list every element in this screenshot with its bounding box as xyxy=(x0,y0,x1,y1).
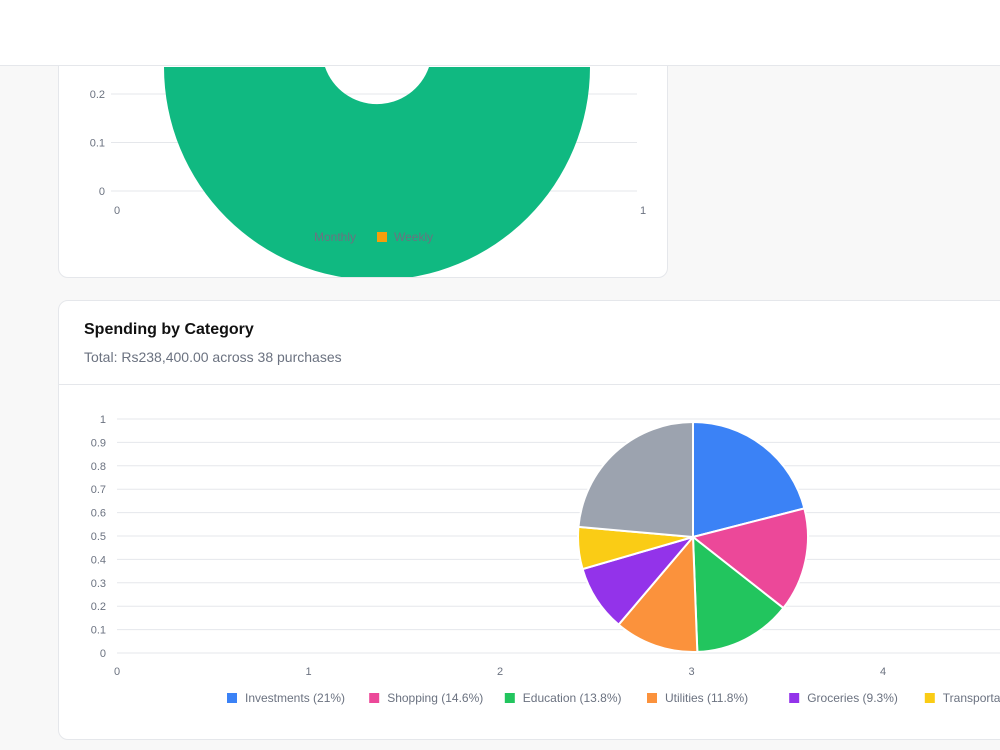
y-tick-label: 0.1 xyxy=(90,138,105,150)
legend-label: Monthly xyxy=(314,230,356,244)
billing-cycle-chart: 0.2 0.1 00 1 Monthly Weekly xyxy=(90,67,646,277)
legend-swatch xyxy=(924,693,935,703)
legend-label: Groceries (9.3%) xyxy=(807,691,898,705)
spending-by-category-card: Spending by Category Total: Rs238,400.00… xyxy=(58,300,1000,740)
monthly-slice xyxy=(164,67,590,277)
card-title: Spending by Category xyxy=(84,321,254,338)
legend-swatch xyxy=(647,693,657,703)
pie-slice xyxy=(690,507,809,610)
x-tick-label: 0 xyxy=(114,666,120,678)
y-tick-label: 0.3 xyxy=(91,578,106,590)
y-tick-label: 0 xyxy=(100,648,106,660)
legend-swatch xyxy=(297,232,307,242)
legend-label: Weekly xyxy=(394,230,433,244)
x-tick-label: 1 xyxy=(305,666,311,678)
legend-swatch xyxy=(504,693,515,703)
y-tick-label: 0.4 xyxy=(91,554,106,566)
y-tick-label: 0.2 xyxy=(90,89,105,101)
y-tick-label: 1 xyxy=(100,414,106,426)
legend-label: Education (13.8%) xyxy=(523,691,622,705)
y-tick-label: 0.2 xyxy=(91,601,106,613)
y-tick-label: 0.1 xyxy=(91,625,106,637)
x-tick-label: 4 xyxy=(880,666,886,678)
top-bar xyxy=(0,0,1000,66)
legend-label: Utilities (11.8%) xyxy=(665,691,748,705)
legend-swatch xyxy=(227,693,237,703)
y-tick-label: 0.5 xyxy=(91,531,106,543)
y-tick-label: 0.9 xyxy=(91,437,106,449)
legend-label: Transportation (5.9%) xyxy=(943,691,1000,705)
y-tick-label: 0.8 xyxy=(91,461,106,473)
legend-swatch xyxy=(377,232,387,242)
y-tick-label: 0.7 xyxy=(91,484,106,496)
pie-slice xyxy=(692,420,806,539)
legend-label: Shopping (14.6%) xyxy=(387,691,483,705)
pie-slice xyxy=(691,534,785,653)
y-tick-label: 0 xyxy=(99,186,105,198)
x-tick-label: 3 xyxy=(688,666,694,678)
x-tick-label: 0 xyxy=(114,205,120,217)
card-subtitle: Total: Rs238,400.00 across 38 purchases xyxy=(84,349,342,365)
x-tick-label: 2 xyxy=(497,666,503,678)
pie-slice xyxy=(617,534,699,653)
card-header: Spending by Category Total: Rs238,400.00… xyxy=(59,301,1000,385)
legend-swatch xyxy=(789,693,800,703)
x-tick-label: 1 xyxy=(640,205,646,217)
pie-slice xyxy=(577,420,694,539)
y-tick-label: 0.6 xyxy=(91,508,106,520)
legend-swatch xyxy=(369,693,380,703)
legend-label: Investments (21%) xyxy=(245,691,345,705)
spending-pie-chart: 0 0.1 0.2 0.3 0.4 0.5 0.6 0.7 0.8 0.9 1 0 1 2 3 4 Invest… xyxy=(91,414,1000,705)
